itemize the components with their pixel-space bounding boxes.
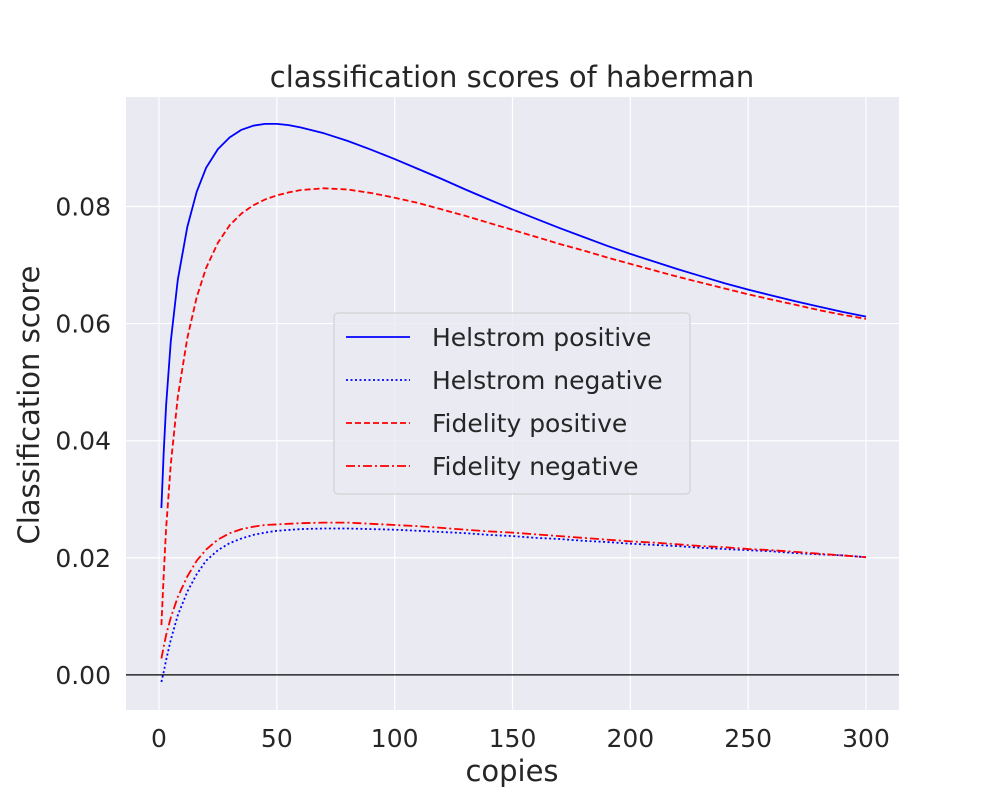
x-tick-label: 50 [261,724,293,753]
y-tick-label: 0.00 [55,661,111,690]
x-tick-label: 250 [724,724,772,753]
legend-label-fidelity-positive: Fidelity positive [432,409,627,438]
y-tick-label: 0.08 [55,192,111,221]
series-line-helstrom-positive [160,123,867,509]
chart-title: classification scores of haberman [270,60,754,94]
y-tick-label: 0.04 [55,427,111,456]
tick-labels: 0 50 100 150 200 250 300 0.00 0.02 0.04 0.06 0.08 [55,192,890,753]
x-tick-label: 0 [151,724,167,753]
legend-label-fidelity-negative: Fidelity negative [432,452,639,481]
x-tick-label: 150 [489,724,537,753]
series-line-fidelity-negative [160,521,867,659]
legend-box [333,312,691,495]
x-tick-label: 300 [842,724,890,753]
series-line-fidelity-positive [160,187,867,626]
x-tick-label: 200 [606,724,654,753]
x-axis-label: copies [465,754,558,788]
y-axis-label: Classification score [12,265,46,544]
x-tick-label: 100 [371,724,419,753]
legend: Helstrom positive Helstrom negative Fideli… [333,312,691,495]
series-line-helstrom-negative [160,527,867,683]
y-tick-label: 0.06 [55,310,111,339]
legend-label-helstrom-positive: Helstrom positive [432,323,651,352]
legend-label-helstrom-negative: Helstrom negative [432,366,663,395]
series-group [160,123,867,683]
y-tick-label: 0.02 [55,544,111,573]
